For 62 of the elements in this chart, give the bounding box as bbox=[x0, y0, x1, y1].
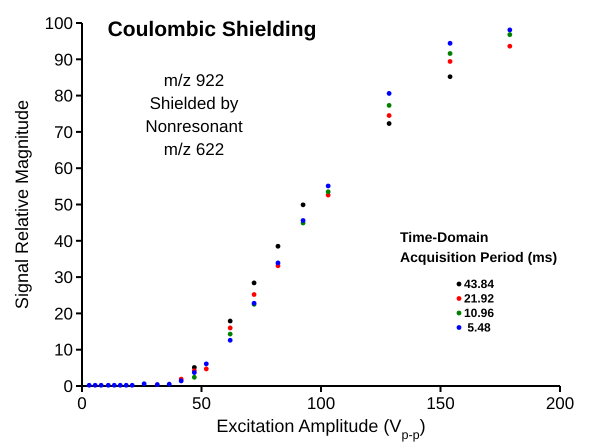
point bbox=[86, 382, 92, 388]
point bbox=[118, 382, 123, 388]
point bbox=[92, 382, 98, 388]
point bbox=[386, 121, 392, 126]
x-tick-label: 150 bbox=[426, 394, 455, 413]
point bbox=[112, 382, 117, 388]
point bbox=[204, 361, 209, 366]
y-tick-label: 100 bbox=[44, 14, 73, 33]
y-tick-label: 10 bbox=[54, 340, 73, 360]
legend-label: 10.96 bbox=[464, 306, 494, 320]
y-tick-label: 60 bbox=[54, 159, 73, 178]
point bbox=[386, 113, 392, 118]
point bbox=[142, 381, 147, 386]
y-tick-label: 30 bbox=[54, 268, 73, 288]
y-tick-label: 50 bbox=[54, 196, 73, 214]
point bbox=[300, 218, 306, 223]
point bbox=[166, 382, 172, 387]
point bbox=[448, 51, 452, 56]
y-tick-label: 40 bbox=[54, 232, 73, 251]
point bbox=[386, 103, 392, 108]
y-tick-label: 80 bbox=[54, 86, 73, 106]
point bbox=[448, 59, 452, 64]
legend-label: 5.48 bbox=[464, 320, 492, 334]
point bbox=[228, 338, 233, 343]
point bbox=[507, 27, 512, 32]
point bbox=[252, 292, 256, 297]
y-tick-label: 20 bbox=[54, 304, 73, 324]
point bbox=[448, 74, 452, 80]
x-tick-label: 100 bbox=[306, 394, 336, 413]
point bbox=[386, 91, 392, 96]
x-tick-label: 200 bbox=[546, 394, 574, 413]
chart-title: Coulombic Shielding bbox=[108, 18, 316, 41]
point bbox=[124, 382, 129, 388]
legend-label: 21.92 bbox=[464, 292, 494, 306]
y-tick-label: 70 bbox=[54, 122, 73, 142]
annotation: m/z 922 Shielded by Nonresonant m/z 622 bbox=[145, 71, 243, 159]
point bbox=[276, 244, 280, 249]
point bbox=[204, 366, 209, 372]
point bbox=[507, 44, 512, 49]
x-tick-label: 50 bbox=[192, 394, 211, 413]
point bbox=[228, 332, 233, 336]
point bbox=[252, 280, 256, 286]
point bbox=[326, 184, 331, 188]
point bbox=[507, 32, 512, 38]
point bbox=[326, 189, 331, 194]
point bbox=[228, 326, 233, 330]
y-axis-title: Signal Relative Magnitude bbox=[12, 100, 32, 310]
point bbox=[154, 382, 160, 387]
x-axis-title: Excitation Amplitude (V$_{p-p}$) bbox=[216, 416, 426, 442]
point bbox=[276, 260, 280, 266]
point bbox=[130, 382, 135, 388]
point bbox=[106, 382, 111, 388]
legend-label: 43.84 bbox=[464, 277, 494, 291]
x-tick-label: 0 bbox=[77, 394, 87, 413]
point bbox=[192, 374, 197, 380]
y-tick-label: 0 bbox=[64, 377, 73, 396]
point bbox=[448, 40, 452, 46]
point bbox=[228, 318, 233, 324]
point bbox=[300, 202, 306, 208]
point bbox=[98, 382, 104, 388]
legend-title: Time-Domain Acquisition Period (ms) bbox=[400, 229, 558, 265]
y-tick-label: 90 bbox=[54, 50, 73, 70]
